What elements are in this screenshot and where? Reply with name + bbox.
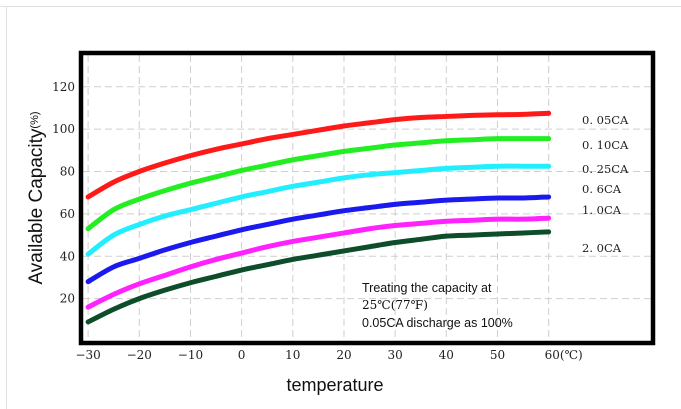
series-labels: 0. 05CA 0. 10CA 0. 25CA 0. 6CA 1. 0CA 2. 0CA xyxy=(582,113,629,255)
series-label: 0. 10CA xyxy=(582,138,629,152)
y-tick-label: 100 xyxy=(52,122,75,136)
frame-left-edge xyxy=(6,6,7,409)
x-axis-label: temperature xyxy=(286,375,383,395)
series-label: 0. 05CA xyxy=(582,113,629,127)
annotation-line-1: Treating the capacity at xyxy=(362,281,492,295)
y-tick-label: 40 xyxy=(60,249,75,263)
x-tick-label: 0 xyxy=(238,348,246,362)
x-tick-label: 40 xyxy=(439,348,454,362)
annotation-line-3: 0.05CA discharge as 100% xyxy=(362,316,513,330)
series-line xyxy=(85,194,552,285)
x-tick-label: 50 xyxy=(490,348,505,362)
annotation-note: Treating the capacity at 25℃(77℉) 0.05CA… xyxy=(362,281,513,330)
x-tick-label: 20 xyxy=(336,348,351,362)
annotation-line-2: 25℃(77℉) xyxy=(362,298,428,312)
series-label: 1. 0CA xyxy=(582,203,622,217)
series-line xyxy=(85,229,552,325)
x-tick-label: −30 xyxy=(75,348,100,362)
x-tick-labels: −30 −20 −10 0 10 20 30 40 50 60(℃) xyxy=(75,348,582,362)
y-tick-label: 120 xyxy=(52,80,75,94)
x-tick-label: 30 xyxy=(388,348,403,362)
x-tick-label: 60(℃) xyxy=(545,348,583,362)
series-label: 0. 6CA xyxy=(582,182,622,196)
y-axis-label: Available Capacity(%) xyxy=(26,111,47,284)
series-label: 2. 0CA xyxy=(582,241,622,255)
x-tick-label: 10 xyxy=(285,348,300,362)
plot-border xyxy=(78,50,656,346)
frame-top-edge xyxy=(0,6,681,7)
x-tick-label: −10 xyxy=(178,348,203,362)
series-line xyxy=(85,110,552,200)
y-tick-label: 60 xyxy=(60,207,75,221)
series-line xyxy=(85,215,552,310)
series-line xyxy=(85,163,552,257)
y-tick-labels: 20 40 60 80 100 120 xyxy=(52,80,75,306)
y-tick-label: 80 xyxy=(60,165,75,179)
series-label: 0. 25CA xyxy=(582,162,629,176)
x-tick-label: −20 xyxy=(127,348,152,362)
y-tick-label: 20 xyxy=(60,292,75,306)
series-lines xyxy=(85,110,552,325)
series-line xyxy=(85,136,552,232)
